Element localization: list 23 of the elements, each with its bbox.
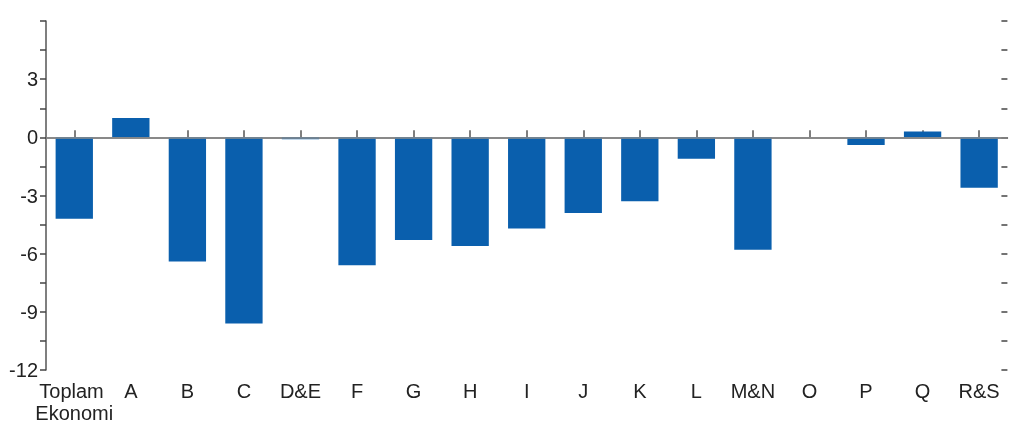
y-tick-label: -6 <box>20 242 38 265</box>
y-tick-label: 3 <box>26 68 38 91</box>
y-tick-label: -3 <box>20 184 38 207</box>
x-tick-label: P <box>859 380 873 402</box>
x-tick-label: D&E <box>279 380 322 402</box>
x-tick-label: K <box>633 380 648 402</box>
x-tick-label: J <box>578 380 589 402</box>
x-tick-label: L <box>690 380 702 402</box>
x-tick-label: Toplam Ekonomi <box>35 380 114 424</box>
y-tick-label: 0 <box>26 126 38 149</box>
x-tick-label: B <box>180 380 195 402</box>
x-tick-label: I <box>523 380 530 402</box>
y-tick-label: -9 <box>20 300 38 323</box>
x-tick-label: F <box>350 380 364 402</box>
x-tick-label: A <box>124 380 139 402</box>
x-tick-label: H <box>462 380 478 402</box>
x-tick-label: C <box>236 380 252 402</box>
x-tick-label: R&S <box>958 380 1000 402</box>
x-tick-label: O <box>801 380 818 402</box>
y-tick-label: -12 <box>9 359 38 381</box>
x-tick-label: Q <box>914 380 931 402</box>
x-tick-label: M&N <box>730 380 776 402</box>
x-tick-label: G <box>405 380 422 402</box>
